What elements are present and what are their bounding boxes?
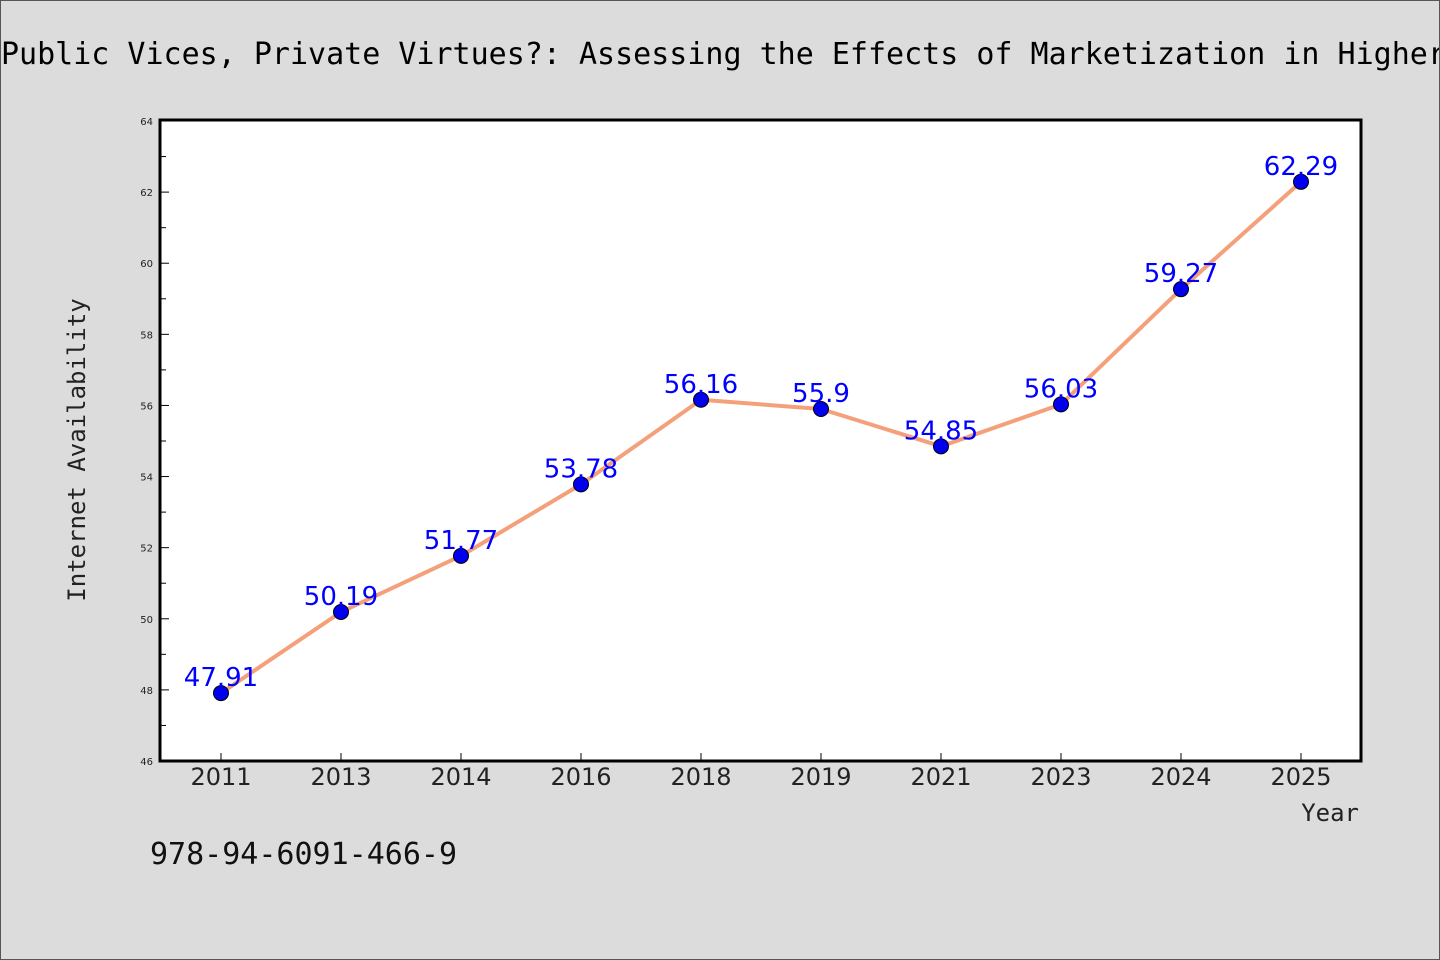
data-label: 62.29 [1264, 152, 1338, 182]
y-tick-label: 60 [140, 259, 153, 270]
data-label: 56.16 [664, 370, 738, 400]
data-point [453, 547, 469, 564]
y-tick-label: 62 [140, 188, 153, 199]
x-tick-label: 2025 [1270, 763, 1331, 791]
y-tick-label: 48 [140, 686, 153, 697]
series-markers [213, 173, 1309, 702]
data-labels: 47.91 50.19 51.77 53.78 56.16 55.9 54.85 56.03 5… [184, 152, 1338, 693]
data-label: 51.77 [424, 526, 498, 556]
x-tick-label: 2016 [550, 763, 611, 791]
x-tick-label: 2019 [790, 763, 851, 791]
x-axis-label: Year [1301, 799, 1359, 827]
data-label: 59.27 [1144, 259, 1218, 289]
series-line [219, 180, 1303, 695]
data-point [933, 438, 949, 455]
data-point [693, 391, 709, 408]
y-tick-label: 52 [140, 544, 153, 555]
y-tick-label: 54 [140, 473, 153, 484]
data-label: 54.85 [904, 416, 978, 446]
data-label: 47.91 [184, 663, 258, 693]
data-point [1293, 173, 1309, 190]
isbn-annotation: 978-94-6091-466-9 [150, 837, 457, 872]
chart-title: Public Vices, Private Virtues?: Assessin… [1, 37, 1439, 72]
data-point [333, 604, 349, 621]
y-tick-label: 58 [140, 330, 153, 341]
y-tick-label: 46 [140, 757, 153, 768]
x-tick-label: 2011 [190, 763, 251, 791]
y-tick-label: 50 [140, 615, 153, 626]
x-tick-label: 2023 [1030, 763, 1091, 791]
y-tick-label: 56 [140, 401, 153, 412]
x-tick-label: 2013 [310, 763, 371, 791]
x-tick-label: 2024 [1150, 763, 1211, 791]
x-tick-label: 2021 [910, 763, 971, 791]
x-tick-label: 2014 [430, 763, 491, 791]
data-point [213, 685, 229, 702]
data-point [573, 476, 589, 493]
data-point [1173, 281, 1189, 298]
x-tick-label: 2018 [670, 763, 731, 791]
data-label: 50.19 [304, 582, 378, 612]
data-label: 56.03 [1024, 374, 1098, 404]
data-label: 55.9 [792, 379, 850, 409]
data-point [1053, 396, 1069, 413]
data-label: 53.78 [544, 454, 618, 484]
data-point [813, 401, 829, 417]
y-axis-label: Internet Availability [63, 298, 91, 601]
plot-area [158, 118, 1363, 763]
y-tick-label: 64 [140, 117, 153, 128]
x-axis: 2011 2013 2014 2016 2018 2019 2021 2023 2024 2025 [190, 753, 1332, 791]
y-axis: 46 48 50 52 54 56 58 60 62 64 [140, 117, 169, 768]
